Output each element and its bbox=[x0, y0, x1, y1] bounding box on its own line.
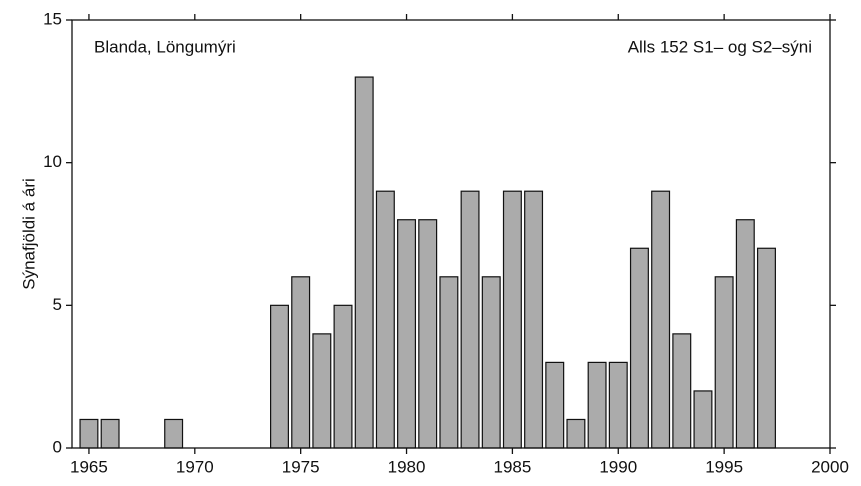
bar bbox=[629, 247, 649, 449]
y-tick-label: 10 bbox=[43, 152, 62, 171]
bar bbox=[418, 219, 438, 449]
bar bbox=[756, 247, 776, 449]
y-axis-label: Sýnafjöldi á ári bbox=[19, 178, 38, 290]
x-tick-label: 1995 bbox=[705, 457, 743, 476]
plot-frame bbox=[71, 19, 831, 449]
bar bbox=[502, 190, 522, 449]
bar bbox=[397, 219, 417, 449]
bar bbox=[545, 361, 565, 449]
x-tick-label: 1985 bbox=[493, 457, 531, 476]
bar bbox=[439, 276, 459, 449]
x-tick-label: 1965 bbox=[70, 457, 108, 476]
x-tick-label: 2000 bbox=[811, 457, 849, 476]
x-tick-label: 1975 bbox=[282, 457, 320, 476]
bar bbox=[714, 276, 734, 449]
bar bbox=[375, 190, 395, 449]
bar bbox=[270, 304, 289, 449]
bar bbox=[735, 219, 755, 449]
annotation: Blanda, Löngumýri bbox=[94, 37, 236, 56]
annotation: Alls 152 S1– og S2–sýni bbox=[628, 37, 812, 56]
bar bbox=[651, 190, 671, 449]
bar bbox=[460, 190, 480, 449]
bar bbox=[354, 76, 374, 449]
x-tick-label: 1980 bbox=[388, 457, 426, 476]
y-tick-label: 15 bbox=[43, 9, 62, 28]
bar bbox=[312, 333, 332, 449]
bar bbox=[79, 418, 99, 449]
bar bbox=[693, 390, 713, 449]
bar bbox=[291, 276, 311, 449]
x-tick-label: 1970 bbox=[176, 457, 214, 476]
bar bbox=[608, 361, 628, 449]
bar bbox=[100, 418, 120, 449]
y-tick-label: 5 bbox=[53, 295, 62, 314]
bar bbox=[672, 333, 692, 449]
bar bbox=[333, 304, 353, 449]
bar bbox=[481, 276, 501, 449]
x-tick-label: 1990 bbox=[599, 457, 637, 476]
bar bbox=[587, 361, 607, 449]
y-tick-label: 0 bbox=[53, 437, 62, 456]
bar bbox=[566, 418, 586, 449]
bar bbox=[524, 190, 544, 449]
bar bbox=[164, 418, 184, 449]
